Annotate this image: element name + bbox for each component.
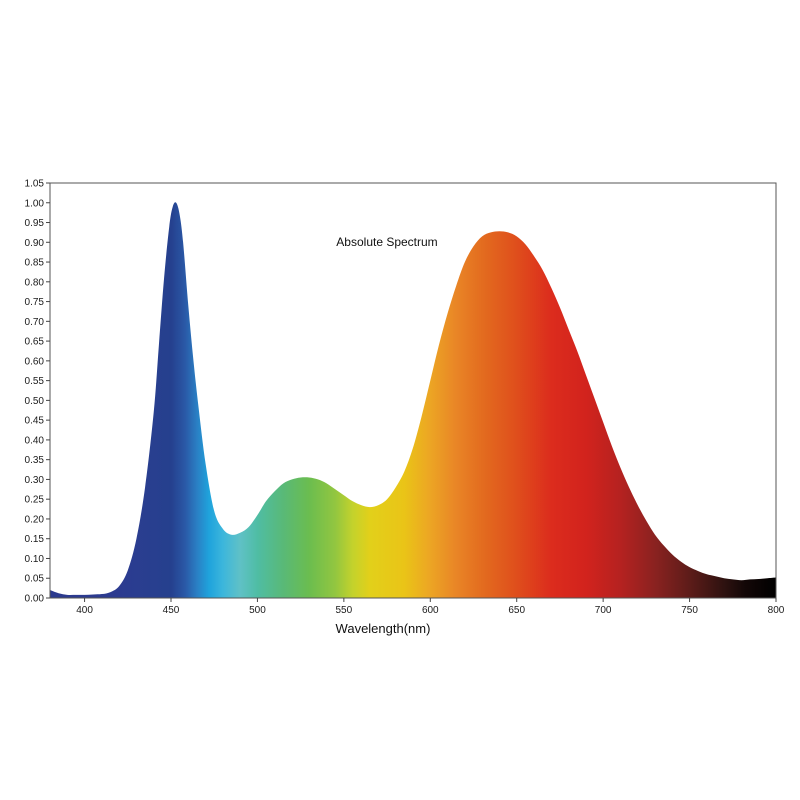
y-tick-label: 0.95	[25, 218, 45, 229]
y-tick-label: 0.75	[25, 297, 45, 308]
x-tick-label: 550	[336, 605, 353, 616]
x-tick-label: 450	[163, 605, 180, 616]
y-tick-label: 1.05	[25, 179, 45, 190]
plot-content	[50, 202, 776, 598]
y-tick-label: 0.10	[25, 554, 45, 565]
x-tick-label: 600	[422, 605, 439, 616]
x-tick-label: 500	[249, 605, 266, 616]
x-axis-title: Wavelength(nm)	[336, 621, 431, 636]
y-tick-label: 0.50	[25, 396, 45, 407]
y-tick-label: 0.00	[25, 594, 45, 605]
y-axis: 0.00 0.05 0.10 0.15 0.20 0.25 0.30 0.35 0.40 0.45…	[25, 179, 50, 605]
y-tick-label: 0.05	[25, 574, 45, 585]
y-tick-label: 0.85	[25, 258, 45, 269]
y-tick-label: 0.25	[25, 495, 45, 506]
y-tick-label: 0.65	[25, 337, 45, 348]
x-tick-label: 400	[76, 605, 93, 616]
x-tick-label: 750	[681, 605, 698, 616]
y-tick-label: 1.00	[25, 198, 45, 209]
y-tick-label: 0.80	[25, 277, 45, 288]
y-tick-label: 0.60	[25, 356, 45, 367]
y-tick-label: 0.35	[25, 455, 45, 466]
spectrum-area	[50, 202, 776, 598]
y-tick-label: 0.40	[25, 435, 45, 446]
y-tick-label: 0.30	[25, 475, 45, 486]
y-tick-label: 0.90	[25, 238, 45, 249]
x-axis: 400 450 500 550 600 650 700 750 800	[76, 598, 785, 616]
y-tick-label: 0.20	[25, 514, 45, 525]
x-tick-label: 650	[508, 605, 525, 616]
y-tick-label: 0.15	[25, 534, 45, 545]
y-tick-label: 0.55	[25, 376, 45, 387]
x-tick-label: 700	[595, 605, 612, 616]
y-tick-label: 0.45	[25, 416, 45, 427]
chart-title: Absolute Spectrum	[336, 235, 437, 249]
y-tick-label: 0.70	[25, 317, 45, 328]
x-tick-label: 800	[768, 605, 785, 616]
